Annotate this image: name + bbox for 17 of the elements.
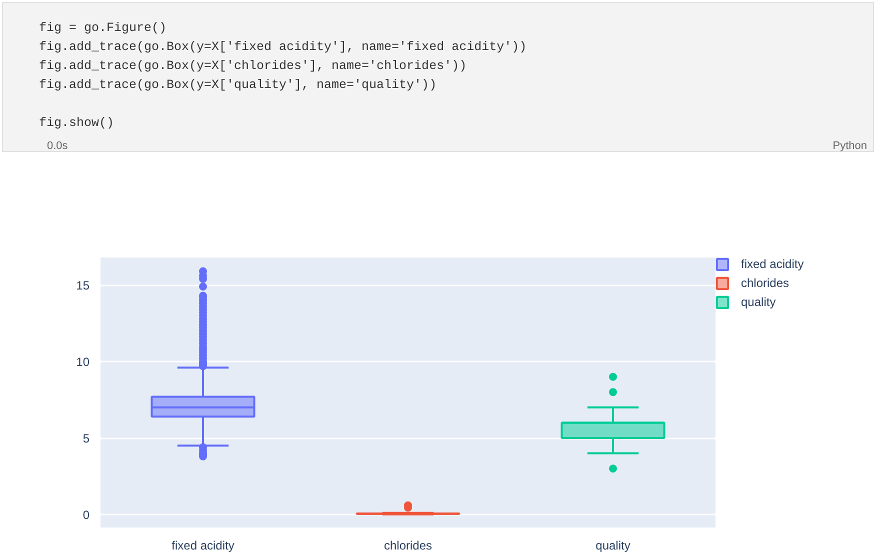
y-tick-label: 10 [76,355,90,370]
y-tick-label: 0 [82,508,90,522]
legend-label: fixed acidity [741,257,804,271]
legend-label: chlorides [741,276,790,290]
text: fig.add_trace(go.Box(y=X['fixed acidity'], name='fixed acidity')) [39,40,527,54]
text: fig.show() [39,116,114,130]
text: fig.add_trace(go.Box(y=X['chlorides'], name='chlorides')) [39,59,467,73]
text: Python [832,139,867,154]
x-tick-label: chlorides [384,538,432,552]
y-tick-label: 15 [76,278,90,293]
x-tick-label: quality [596,538,630,552]
text: fig.add_trace(go.Box(y=X['quality'], name='quality')) [39,78,437,92]
text: fig = go.Figure() [39,21,167,35]
x-tick-label: fixed acidity [172,538,234,552]
y-tick-label: 5 [82,432,90,446]
legend-label: quality [741,295,776,309]
text: 0.0s [47,139,68,154]
